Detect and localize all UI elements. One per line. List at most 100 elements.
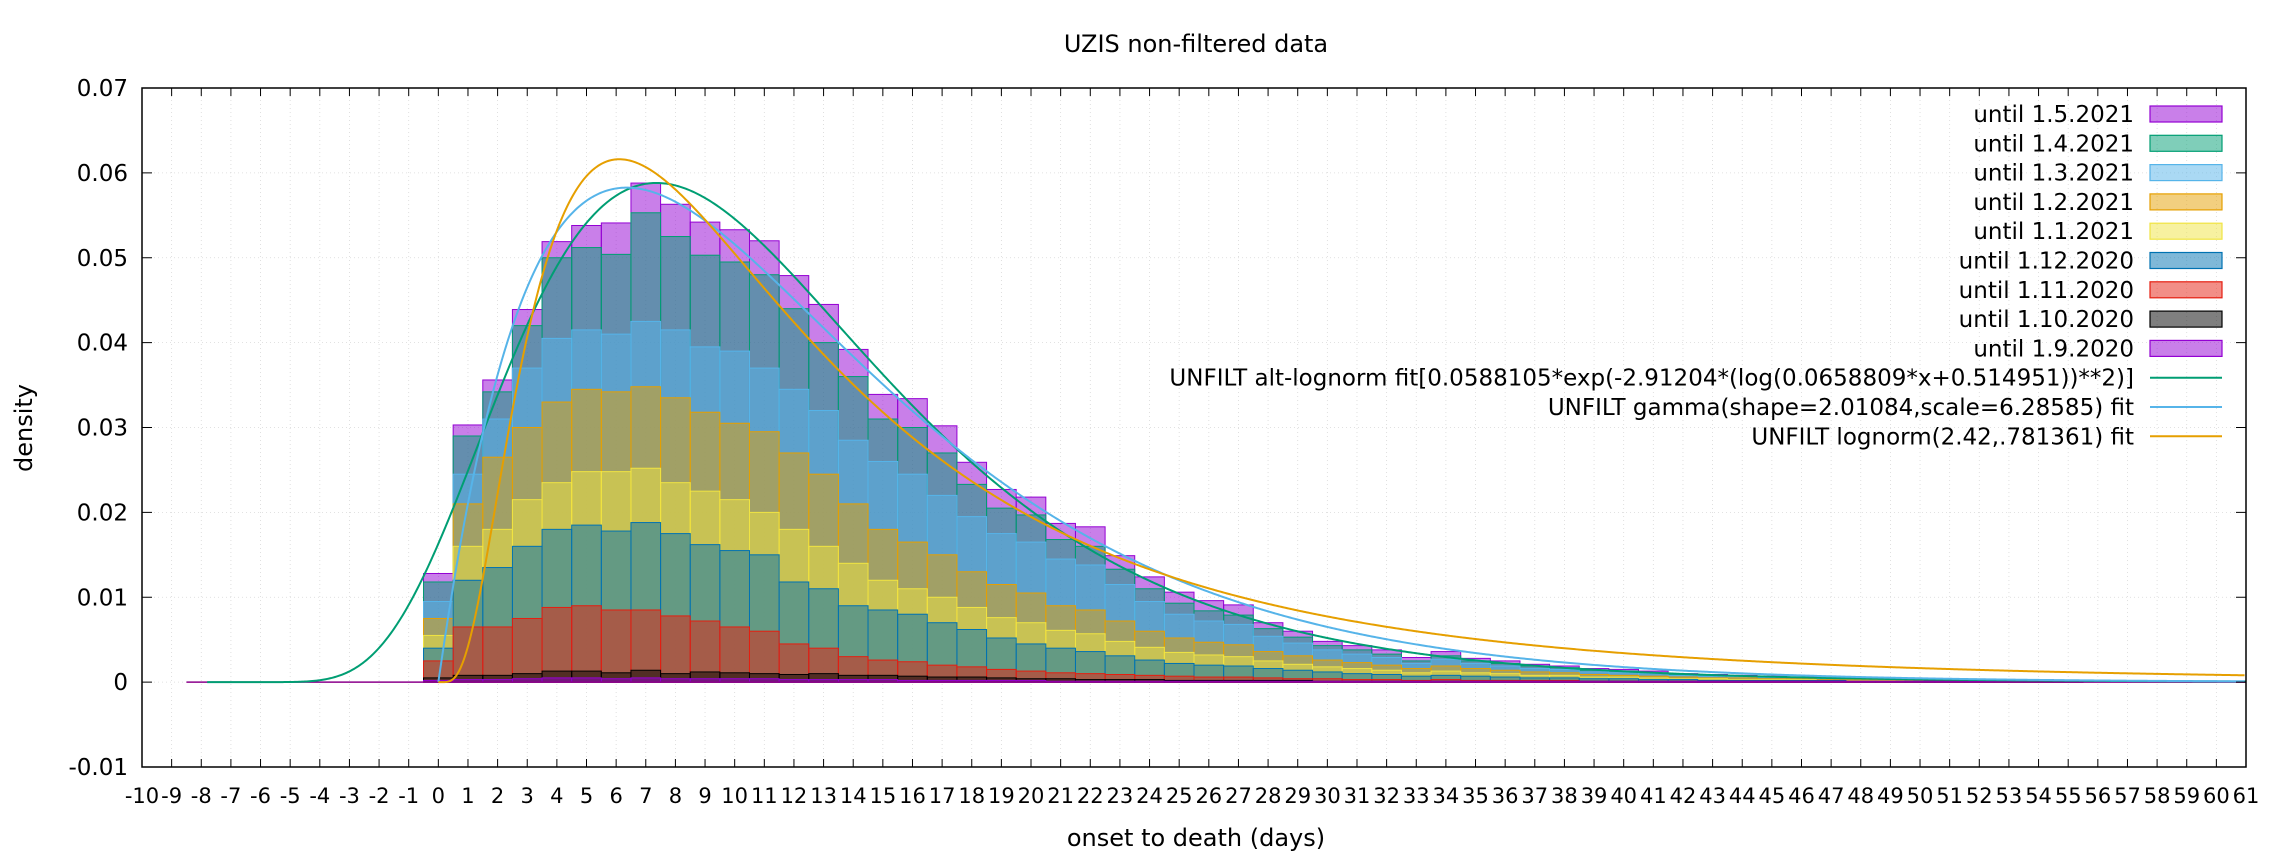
x-tick-label: 13 bbox=[810, 784, 837, 808]
legend: until 1.5.2021 until 1.4.2021 until 1.3.20… bbox=[1169, 102, 2223, 450]
y-tick-label: 0.01 bbox=[77, 585, 128, 611]
y-tick-label: 0.03 bbox=[77, 416, 128, 442]
legend-label: UNFILT alt-lognorm fit[0.0588105*exp(-2.… bbox=[1169, 366, 2134, 392]
legend-label: until 1.1.2021 bbox=[1973, 219, 2134, 245]
x-tick-label: 36 bbox=[1492, 784, 1519, 808]
y-tick-label: 0.02 bbox=[77, 500, 128, 526]
x-tick-label: 34 bbox=[1433, 784, 1460, 808]
x-tick-label: 1 bbox=[461, 784, 474, 808]
bar bbox=[571, 605, 602, 683]
x-tick-label: 28 bbox=[1255, 784, 1282, 808]
x-tick-label: 44 bbox=[1729, 784, 1756, 808]
x-tick-label: 26 bbox=[1195, 784, 1222, 808]
x-tick-label: 8 bbox=[669, 784, 682, 808]
legend-label: until 1.11.2020 bbox=[1959, 278, 2134, 304]
x-tick-label: 0 bbox=[432, 784, 445, 808]
legend-swatch bbox=[2149, 193, 2223, 211]
x-tick-label: 46 bbox=[1788, 784, 1815, 808]
x-axis-label: onset to death (days) bbox=[1067, 824, 1325, 852]
bar bbox=[541, 606, 573, 683]
fit-curve bbox=[437, 186, 2245, 683]
x-tick-label: 6 bbox=[609, 784, 622, 808]
x-tick-label: 23 bbox=[1107, 784, 1134, 808]
x-tick-label: 3 bbox=[521, 784, 534, 808]
x-tick-label: 12 bbox=[781, 784, 808, 808]
legend-swatch bbox=[2149, 222, 2223, 240]
x-tick-label: 37 bbox=[1521, 784, 1548, 808]
chart-title: UZIS non-filtered data bbox=[1064, 30, 1328, 58]
y-tick-label: 0.04 bbox=[77, 331, 128, 357]
x-tick-label: 31 bbox=[1344, 784, 1371, 808]
legend-swatch bbox=[2149, 251, 2223, 270]
y-tick-label: 0.06 bbox=[77, 161, 128, 187]
x-tick-label: 17 bbox=[929, 784, 956, 808]
legend-swatch bbox=[2149, 281, 2223, 299]
x-tick-label: 54 bbox=[2025, 784, 2052, 808]
y-tick-label: -0.01 bbox=[68, 755, 128, 781]
x-tick-label: 38 bbox=[1551, 784, 1578, 808]
x-tick-label: 61 bbox=[2233, 784, 2260, 808]
axes-layer: -10 -9 -8 -7 -6 -5 -4 -3 -2 -1 0 1 2 3 4 5 6 7 8 9 10 11 12 13 1… bbox=[68, 76, 2259, 808]
x-tick-label: 7 bbox=[639, 784, 652, 808]
x-tick-label: 16 bbox=[899, 784, 926, 808]
x-tick-label: 9 bbox=[698, 784, 711, 808]
legend-swatch bbox=[2149, 134, 2223, 152]
x-tick-label: 45 bbox=[1758, 784, 1785, 808]
x-tick-label: 55 bbox=[2055, 784, 2082, 808]
x-tick-label: 35 bbox=[1462, 784, 1489, 808]
x-tick-label: 50 bbox=[1907, 784, 1934, 808]
x-tick-label: -1 bbox=[398, 784, 419, 808]
x-tick-label: 56 bbox=[2084, 784, 2111, 808]
legend-swatch bbox=[2149, 105, 2223, 123]
x-tick-label: 15 bbox=[869, 784, 896, 808]
legend-label: until 1.3.2021 bbox=[1973, 161, 2134, 187]
fit-curve bbox=[207, 181, 2246, 684]
x-tick-label: 41 bbox=[1640, 784, 1667, 808]
x-tick-label: 27 bbox=[1225, 784, 1252, 808]
y-tick-label: 0.05 bbox=[77, 246, 128, 272]
legend-swatch bbox=[2149, 339, 2223, 357]
x-tick-label: 60 bbox=[2203, 784, 2230, 808]
x-tick-label: -4 bbox=[309, 784, 330, 808]
x-tick-label: 47 bbox=[1818, 784, 1845, 808]
x-tick-label: 24 bbox=[1136, 784, 1163, 808]
x-tick-label: 59 bbox=[2173, 784, 2200, 808]
x-tick-label: -5 bbox=[280, 784, 301, 808]
x-tick-label: 4 bbox=[550, 784, 563, 808]
x-tick-label: 52 bbox=[1966, 784, 1993, 808]
x-tick-label: 10 bbox=[721, 784, 748, 808]
x-tick-label: -7 bbox=[220, 784, 241, 808]
x-tick-label: -9 bbox=[161, 784, 182, 808]
x-tick-label: 43 bbox=[1699, 784, 1726, 808]
y-tick-label: 0.07 bbox=[77, 76, 128, 102]
x-tick-label: 57 bbox=[2114, 784, 2141, 808]
x-tick-label: 25 bbox=[1166, 784, 1193, 808]
x-tick-label: 51 bbox=[1936, 784, 1963, 808]
x-tick-label: -3 bbox=[339, 784, 360, 808]
x-tick-label: 2 bbox=[491, 784, 504, 808]
legend-label: until 1.10.2020 bbox=[1959, 307, 2134, 333]
y-axis-label: density bbox=[10, 384, 38, 472]
x-tick-label: 14 bbox=[840, 784, 867, 808]
legend-label: until 1.4.2021 bbox=[1973, 131, 2134, 157]
bar bbox=[600, 609, 632, 683]
legend-label: until 1.2.2021 bbox=[1973, 190, 2134, 216]
legend-label: UNFILT lognorm(2.42,.781361) fit bbox=[1751, 424, 2134, 450]
x-tick-label: 22 bbox=[1077, 784, 1104, 808]
legend-label: UNFILT gamma(shape=2.01084,scale=6.28585… bbox=[1548, 395, 2134, 421]
legend-label: until 1.12.2020 bbox=[1959, 249, 2134, 275]
x-tick-label: 32 bbox=[1373, 784, 1400, 808]
bar bbox=[660, 615, 691, 683]
x-tick-label: -10 bbox=[125, 784, 159, 808]
bar bbox=[482, 626, 513, 683]
legend-swatch bbox=[2149, 164, 2223, 182]
x-tick-label: 40 bbox=[1610, 784, 1637, 808]
bar bbox=[511, 617, 543, 683]
x-tick-label: 21 bbox=[1047, 784, 1074, 808]
x-tick-label: 53 bbox=[1996, 784, 2023, 808]
x-tick-label: 11 bbox=[751, 784, 778, 808]
legend-label: until 1.5.2021 bbox=[1973, 102, 2134, 128]
x-tick-label: 33 bbox=[1403, 784, 1430, 808]
